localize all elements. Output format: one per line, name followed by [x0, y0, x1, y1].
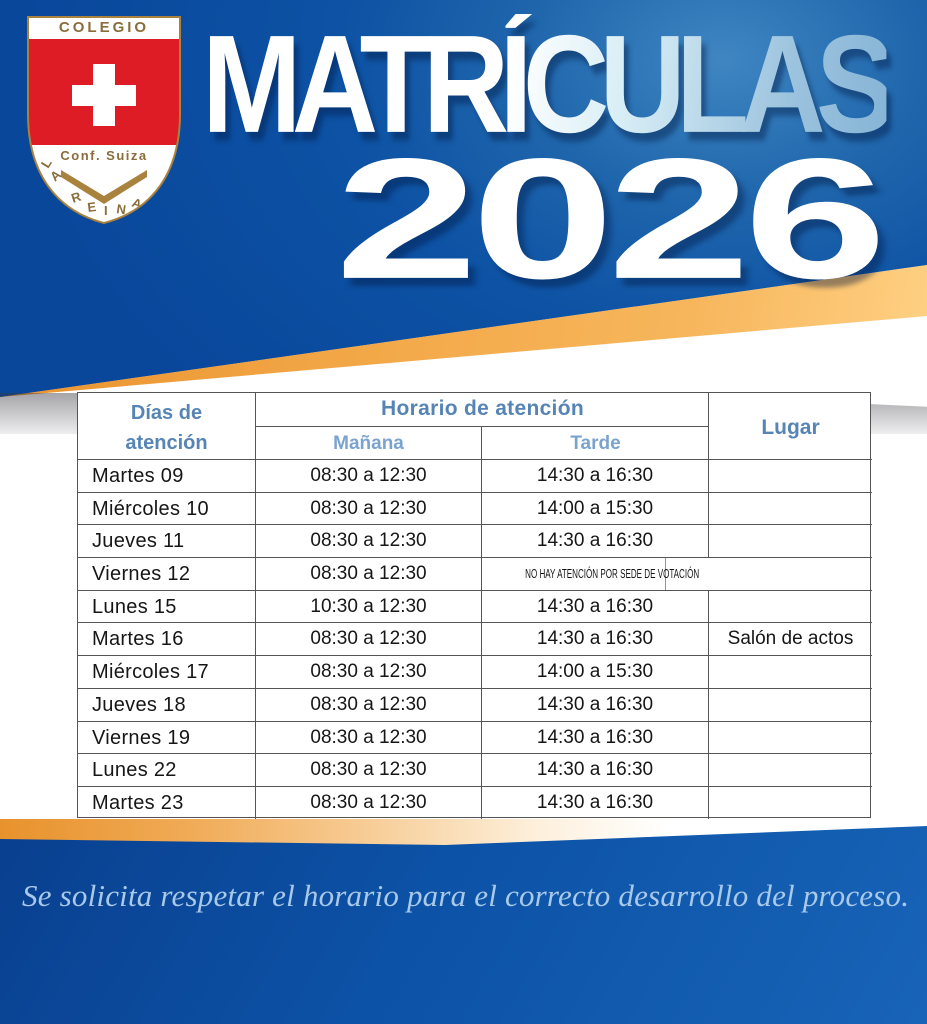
svg-text:I: I — [104, 203, 108, 218]
svg-text:Conf. Suiza: Conf. Suiza — [60, 148, 147, 163]
svg-text:COLEGIO: COLEGIO — [59, 19, 149, 36]
